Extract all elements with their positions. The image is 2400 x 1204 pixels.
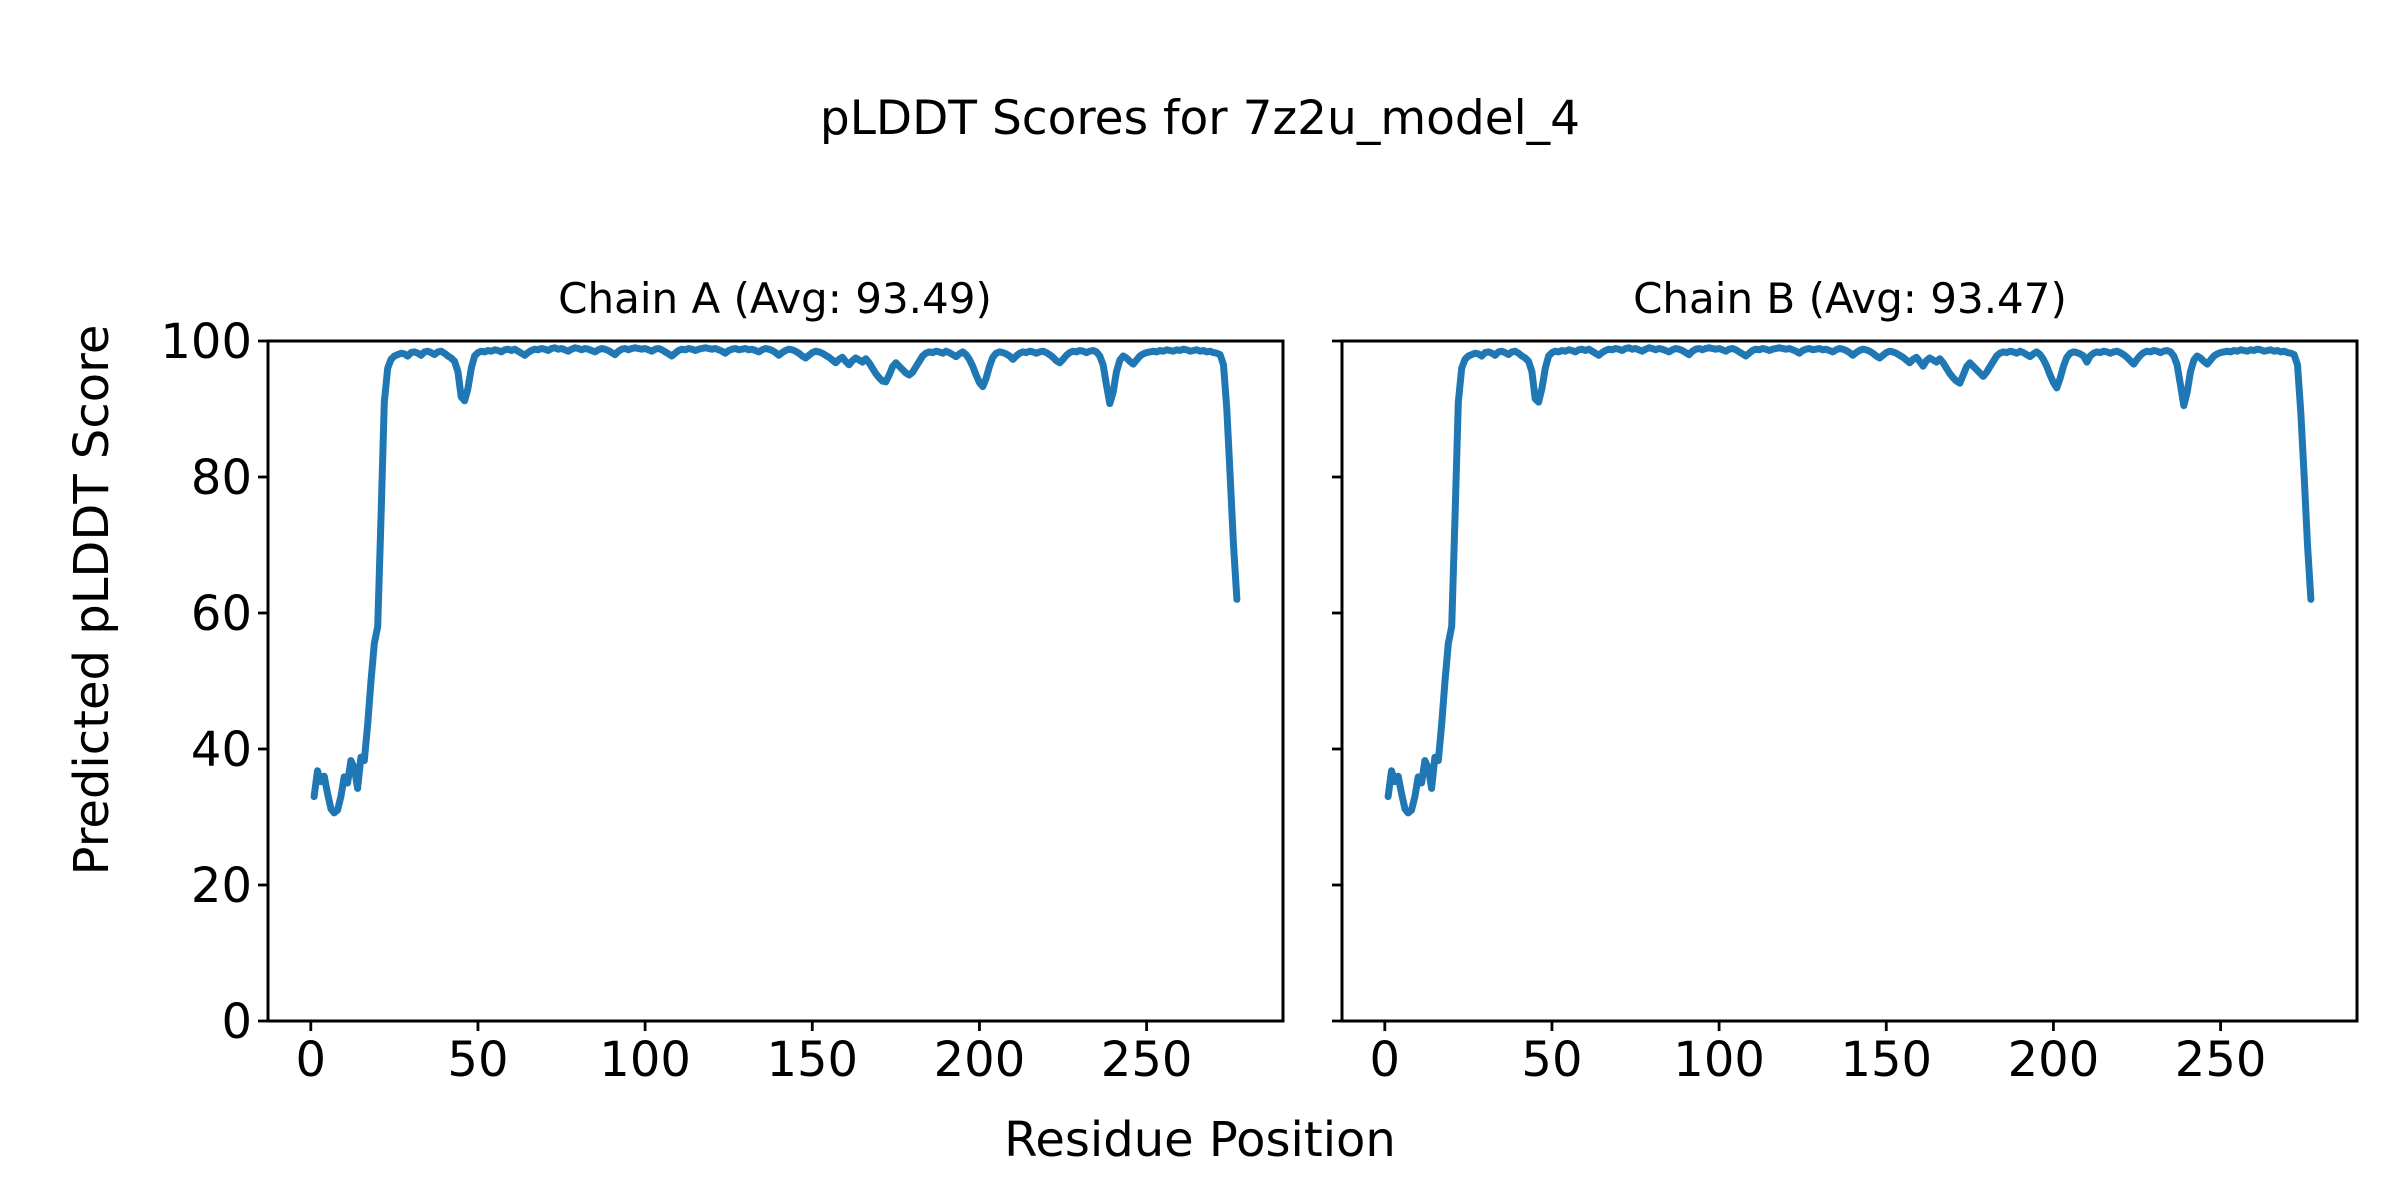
x-tick-label: 200 [934,1032,1026,1088]
plddt-line [1384,344,2315,817]
x-tick-label: 250 [1101,1032,1193,1088]
x-tick-label: 100 [599,1032,691,1088]
x-tick-label: 0 [296,1032,327,1088]
y-axis-label: Predicted pLDDT Score [64,325,120,876]
y-tick-label: 80 [191,450,252,506]
x-axis-label: Residue Position [1004,1112,1396,1168]
y-tick-label: 20 [191,858,252,914]
y-tick-label: 100 [160,314,252,370]
plot-spine [1340,339,2359,1023]
x-tick-label: 50 [1521,1032,1582,1088]
subplot-title-chain-a: Chain A (Avg: 93.49) [558,274,992,323]
y-tick-label: 0 [221,994,252,1050]
subplot-chain-b-axes: 0 50 100 150 200 250 [1332,339,2359,1088]
figure-suptitle: pLDDT Scores for 7z2u_model_4 [820,91,1580,146]
y-tick-label: 40 [191,722,252,778]
x-tick-label: 150 [1840,1032,1932,1088]
y-tick-label: 60 [191,586,252,642]
x-tick-label: 250 [2175,1032,2267,1088]
x-tick-label: 100 [1673,1032,1765,1088]
subplot-title-chain-b: Chain B (Avg: 93.47) [1633,274,2067,323]
x-tick-label: 200 [2008,1032,2100,1088]
plddt-line [310,344,1241,817]
subplot-chain-a-axes: 0 50 100 150 200 250 0 20 40 60 80 100 [160,314,1285,1088]
x-tick-label: 150 [766,1032,858,1088]
x-tick-label: 50 [447,1032,508,1088]
plot-spine [266,339,1285,1023]
x-tick-label: 0 [1370,1032,1401,1088]
